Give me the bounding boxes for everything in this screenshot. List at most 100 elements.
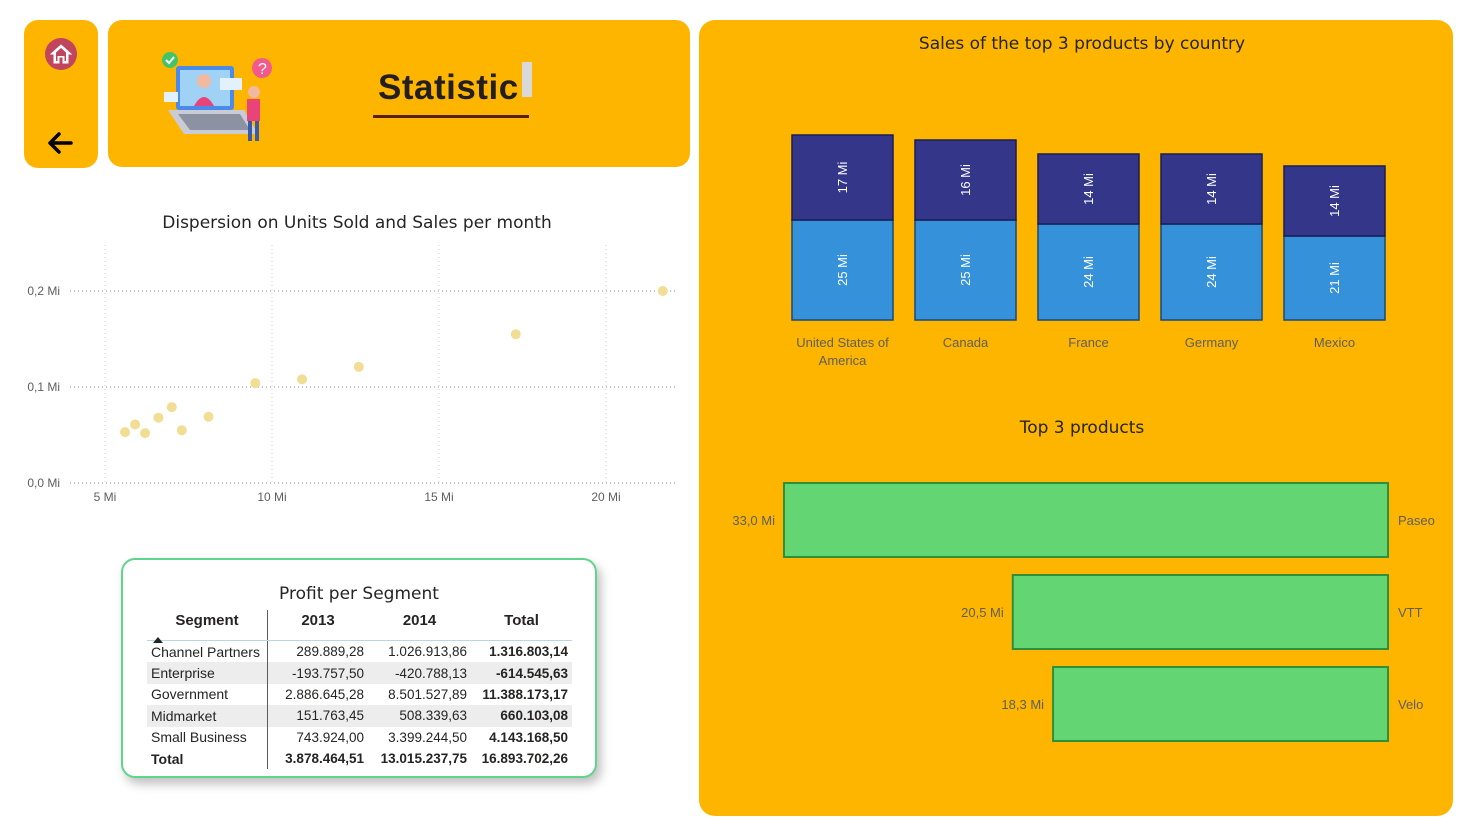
product-bar <box>783 482 1389 558</box>
bar-segment-upper <box>1283 165 1386 237</box>
sort-ascending-icon[interactable] <box>153 637 163 643</box>
column-header-2013[interactable]: 2013 <box>267 610 368 641</box>
scatter-point <box>140 428 151 439</box>
segment-cell: Total <box>147 747 268 770</box>
column-header-total[interactable]: Total <box>471 610 572 641</box>
scatter-point <box>297 374 308 385</box>
y-tick-label: 0,0 Mi <box>27 476 60 490</box>
value-cell: 743.924,00 <box>296 729 364 745</box>
title-panel: ? Statistic <box>108 20 690 167</box>
home-button[interactable] <box>45 38 77 70</box>
page-title: Statistic <box>378 68 519 107</box>
x-tick-label: 15 Mi <box>424 490 453 504</box>
bar-data-label: 24 Mi <box>1204 256 1219 288</box>
home-icon <box>50 44 72 64</box>
bar-segment-upper <box>791 134 894 221</box>
table-row[interactable]: Channel Partners 289.889,28 1.026.913,86… <box>147 640 572 663</box>
bar-data-label: 24 Mi <box>1081 256 1096 288</box>
scatter-point <box>353 361 364 372</box>
bar-segment-upper <box>1037 153 1140 225</box>
column-header-2014[interactable]: 2014 <box>368 610 471 641</box>
table-row[interactable]: Government 2.886.645,28 8.501.527,89 11.… <box>147 683 572 706</box>
title-underline <box>373 115 529 118</box>
scatter-point <box>176 425 187 436</box>
products-chart-title: Top 3 products <box>1019 418 1145 438</box>
x-tick-label: 20 Mi <box>591 490 620 504</box>
svg-text:?: ? <box>258 61 267 78</box>
bar-segment-lower <box>1037 223 1140 321</box>
x-tick-label: 5 Mi <box>94 490 117 504</box>
x-category-label: United States of <box>796 335 889 350</box>
x-category-label: Canada <box>943 335 989 350</box>
total-cell: 4.143.168,50 <box>489 729 568 745</box>
text-cursor <box>522 62 532 97</box>
bar-segment-upper <box>914 139 1017 221</box>
profit-table: Segment 2013 2014 Total Channel Partners… <box>147 610 572 770</box>
segment-cell: Enterprise <box>147 662 268 684</box>
bar-data-label: 25 Mi <box>835 254 850 286</box>
segment-cell: Channel Partners <box>147 640 268 663</box>
bar-data-label: 14 Mi <box>1081 173 1096 205</box>
scatter-chart: 0,0 Mi 0,1 Mi 0,2 Mi 5 Mi 10 Mi 15 Mi 20 Mi <box>27 245 675 504</box>
stacked-chart-title: Sales of the top 3 products by country <box>918 34 1246 54</box>
bar-data-label: 17 Mi <box>835 161 850 193</box>
bar-segment-upper <box>1160 153 1263 225</box>
scatter-point <box>130 419 141 430</box>
bar-value-label: 18,3 Mi <box>1001 697 1044 712</box>
total-cell: 13.015.237,75 <box>380 751 467 767</box>
total-cell: 3.878.464,51 <box>285 751 364 767</box>
bar-value-label: 20,5 Mi <box>961 605 1004 620</box>
scatter-point <box>657 286 668 296</box>
bar-segment-lower <box>791 219 894 321</box>
value-cell: 1.026.913,86 <box>388 644 467 660</box>
bar-data-label: 14 Mi <box>1327 185 1342 217</box>
product-category-label: Velo <box>1398 697 1423 712</box>
value-cell: 8.501.527,89 <box>388 686 467 702</box>
total-cell: 16.893.702,26 <box>481 751 568 767</box>
table-total-row[interactable]: Total 3.878.464,51 13.015.237,75 16.893.… <box>147 747 572 770</box>
x-category-label: America <box>819 353 867 368</box>
profit-table-card: Profit per Segment Segment 2013 2014 Tot… <box>121 558 597 778</box>
x-category-label: Mexico <box>1314 335 1355 350</box>
scatter-point <box>153 412 164 423</box>
value-cell: -193.757,50 <box>267 662 368 684</box>
stacked-bar-chart: 25 Mi 17 Mi United States of America 25 Mi 16… <box>791 134 1386 368</box>
nav-panel <box>24 20 98 168</box>
table-row[interactable]: Enterprise -193.757,50 -420.788,13 -614.… <box>147 662 572 684</box>
scatter-point <box>120 427 131 438</box>
total-cell: 11.388.173,17 <box>482 686 568 702</box>
total-cell: 1.316.803,14 <box>489 644 568 660</box>
segment-cell: Government <box>147 683 268 706</box>
segment-cell: Midmarket <box>147 705 268 727</box>
horizontal-bar-chart: 33,0 Mi Paseo 20,5 Mi VTT 18,3 Mi Velo <box>732 482 1435 742</box>
product-bar <box>1011 574 1389 650</box>
bar-value-label: 33,0 Mi <box>732 513 775 528</box>
total-cell: 660.103,08 <box>471 705 572 727</box>
scatter-point <box>250 378 261 389</box>
scatter-point <box>510 329 521 340</box>
product-bar <box>1052 666 1389 742</box>
value-cell: 508.339,63 <box>368 705 471 727</box>
back-button[interactable] <box>44 126 78 160</box>
table-row[interactable]: Small Business 743.924,00 3.399.244,50 4… <box>147 726 572 748</box>
value-cell: 2.886.645,28 <box>285 686 364 702</box>
bar-segment-lower <box>1283 235 1386 321</box>
product-category-label: Paseo <box>1398 513 1435 528</box>
scatter-point <box>166 402 177 413</box>
bar-segment-lower <box>914 219 1017 321</box>
x-category-label: Germany <box>1185 335 1239 350</box>
column-header-segment[interactable]: Segment <box>147 610 268 643</box>
value-cell: 151.763,45 <box>267 705 368 727</box>
table-row[interactable]: Midmarket 151.763,45 508.339,63 660.103,… <box>147 705 572 727</box>
bar-data-label: 16 Mi <box>958 164 973 196</box>
bar-segment-lower <box>1160 223 1263 321</box>
x-category-label: France <box>1068 335 1108 350</box>
value-cell: 289.889,28 <box>296 644 364 660</box>
people-with-laptop-illustration: ? <box>162 52 272 141</box>
bar-data-label: 14 Mi <box>1204 173 1219 205</box>
value-cell: -420.788,13 <box>368 662 471 684</box>
right-chart-panel: Sales of the top 3 products by country T… <box>699 20 1453 816</box>
value-cell: 3.399.244,50 <box>388 729 467 745</box>
bar-data-label: 21 Mi <box>1327 262 1342 294</box>
product-category-label: VTT <box>1398 605 1423 620</box>
